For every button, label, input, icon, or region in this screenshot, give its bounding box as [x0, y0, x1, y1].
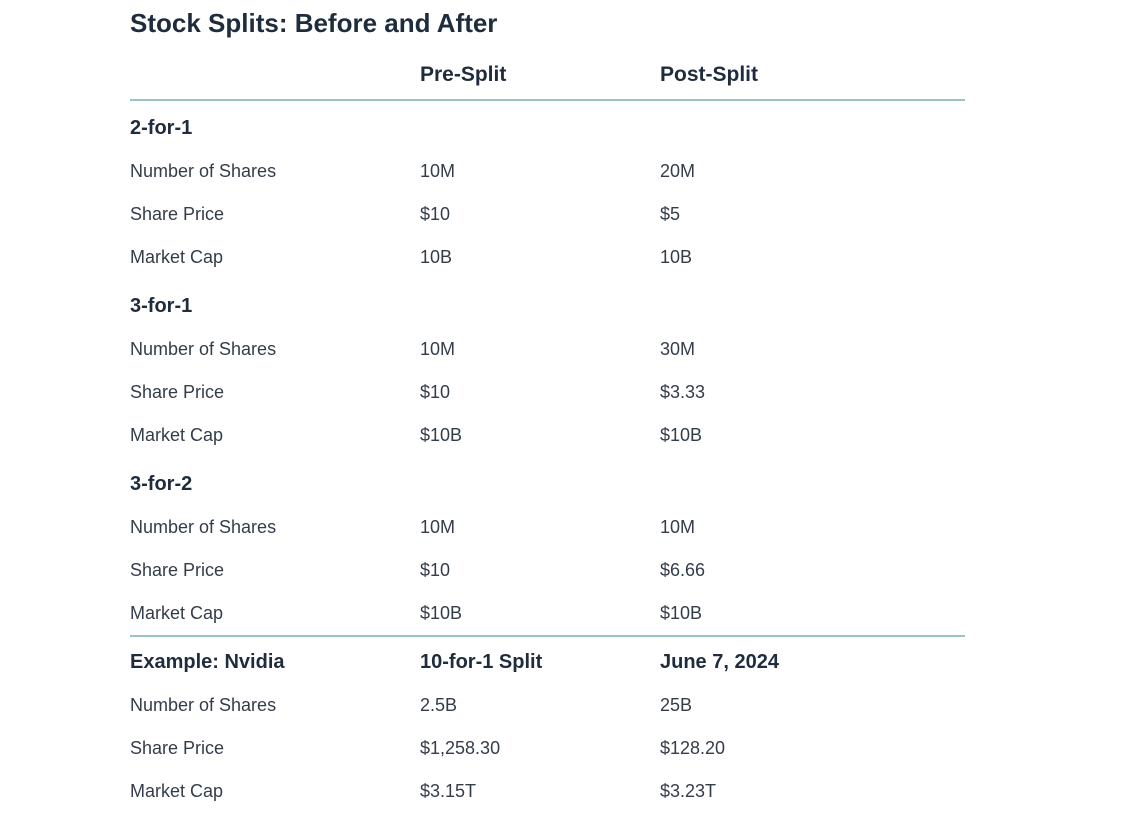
post-value: 25B [660, 684, 965, 727]
section-label-3for1: 3-for-1 [130, 279, 965, 328]
section-label-3for2: 3-for-2 [130, 457, 965, 506]
post-value: 30M [660, 328, 965, 371]
table-row: Number of Shares 10M 20M [130, 150, 965, 193]
section-row: 3-for-1 [130, 279, 965, 328]
post-value: $128.20 [660, 727, 965, 770]
table-row: Market Cap 10B 10B [130, 236, 965, 279]
pre-value: $10 [420, 193, 660, 236]
table-row: Share Price $10 $6.66 [130, 549, 965, 592]
pre-value: 10M [420, 328, 660, 371]
table-header-row: Pre-Split Post-Split [130, 53, 965, 100]
example-split-date: June 7, 2024 [660, 637, 965, 684]
post-value: $6.66 [660, 549, 965, 592]
pre-value: $3.15T [420, 770, 660, 813]
table-row: Number of Shares 2.5B 25B [130, 684, 965, 727]
example-label: Example: Nvidia [130, 637, 420, 684]
metric-label: Number of Shares [130, 150, 420, 193]
example-split-ratio: 10-for-1 Split [420, 637, 660, 684]
metric-label: Number of Shares [130, 328, 420, 371]
metric-label: Share Price [130, 727, 420, 770]
post-value: $10B [660, 592, 965, 636]
table-row: Share Price $10 $5 [130, 193, 965, 236]
pre-value: 10M [420, 506, 660, 549]
table-row: Number of Shares 10M 10M [130, 506, 965, 549]
stock-splits-table: Pre-Split Post-Split 2-for-1 Number of S… [130, 53, 965, 813]
table-row: Share Price $10 $3.33 [130, 371, 965, 414]
table-row: Number of Shares 10M 30M [130, 328, 965, 371]
section-label-2for1: 2-for-1 [130, 101, 965, 150]
page-title: Stock Splits: Before and After [130, 8, 1130, 39]
metric-label: Market Cap [130, 236, 420, 279]
pre-value: $1,258.30 [420, 727, 660, 770]
pre-value: 10B [420, 236, 660, 279]
table-row: Market Cap $3.15T $3.23T [130, 770, 965, 813]
pre-value: 10M [420, 150, 660, 193]
stock-splits-table-container: Stock Splits: Before and After Pre-Split… [0, 0, 1130, 813]
metric-label: Number of Shares [130, 506, 420, 549]
pre-value: $10B [420, 414, 660, 457]
metric-label: Market Cap [130, 414, 420, 457]
example-header-row: Example: Nvidia 10-for-1 Split June 7, 2… [130, 637, 965, 684]
metric-label: Number of Shares [130, 684, 420, 727]
pre-value: 2.5B [420, 684, 660, 727]
metric-label: Share Price [130, 371, 420, 414]
pre-value: $10 [420, 371, 660, 414]
post-value: 10B [660, 236, 965, 279]
metric-label: Share Price [130, 193, 420, 236]
post-value: 10M [660, 506, 965, 549]
post-value: $10B [660, 414, 965, 457]
col-header-post-split: Post-Split [660, 53, 965, 100]
table-row: Market Cap $10B $10B [130, 414, 965, 457]
section-row: 3-for-2 [130, 457, 965, 506]
post-value: $3.23T [660, 770, 965, 813]
pre-value: $10 [420, 549, 660, 592]
table-row: Market Cap $10B $10B [130, 592, 965, 636]
section-row: 2-for-1 [130, 101, 965, 150]
col-header-pre-split: Pre-Split [420, 53, 660, 100]
post-value: 20M [660, 150, 965, 193]
metric-label: Market Cap [130, 770, 420, 813]
post-value: $3.33 [660, 371, 965, 414]
metric-label: Market Cap [130, 592, 420, 636]
post-value: $5 [660, 193, 965, 236]
pre-value: $10B [420, 592, 660, 636]
metric-label: Share Price [130, 549, 420, 592]
table-row: Share Price $1,258.30 $128.20 [130, 727, 965, 770]
col-header-blank [130, 53, 420, 100]
